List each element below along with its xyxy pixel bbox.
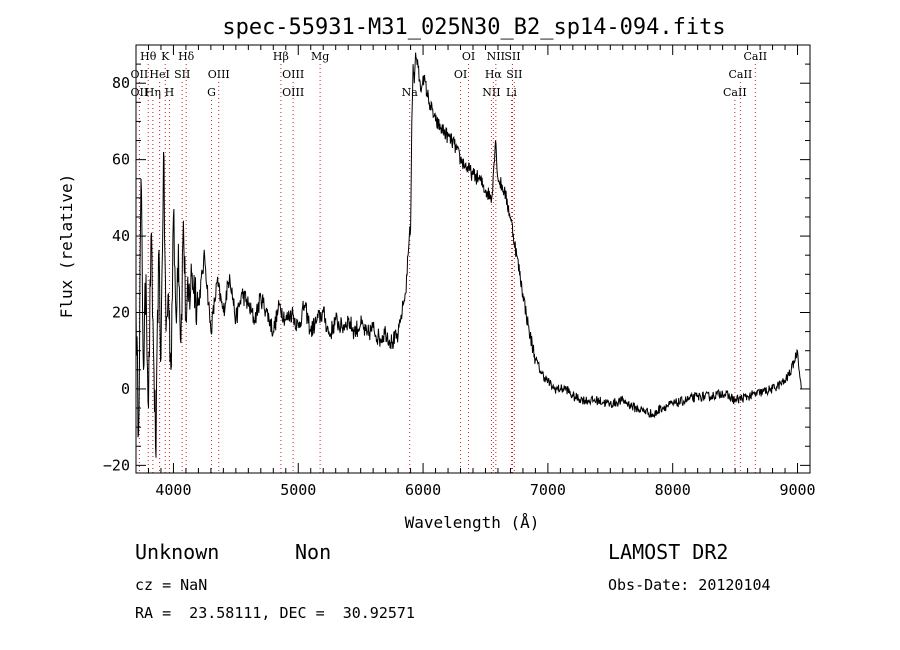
spectral-line-label-18: NII (487, 50, 505, 63)
spectral-line-label-16: OI (462, 50, 475, 63)
spectral-line-label-25: CaII (729, 68, 753, 81)
spectral-line-label-1: OII (131, 68, 149, 81)
object-subclass: Non (295, 540, 332, 564)
spectral-line-label-26: CaII (723, 86, 747, 99)
y-tick-label-4: 60 (112, 151, 130, 169)
spectral-line-label-9: OIII (208, 68, 230, 81)
spectral-line-label-3: Hη (145, 86, 161, 99)
spectral-line-label-11: Hβ (273, 50, 289, 63)
y-tick-label-2: 20 (112, 304, 130, 322)
y-tick-label-5: 80 (112, 74, 130, 92)
axis-ticks (135, 44, 811, 473)
spectral-line-label-20: Hα (485, 68, 503, 81)
spectral-line-label-17: OI (454, 68, 467, 81)
y-tick-label-3: 40 (112, 227, 130, 245)
spectral-line-label-15: Na (402, 86, 419, 99)
plot-frame (135, 44, 811, 474)
spectral-line-label-23: Li (506, 86, 517, 99)
spectral-line-label-2: OII (131, 86, 149, 99)
spectral-line-label-10: G (207, 86, 216, 99)
spectral-line-label-7: Hδ (178, 50, 195, 63)
x-tick-label-4: 8000 (655, 481, 691, 499)
spectral-line-label-22: NII (482, 86, 500, 99)
spectrum-series-line (135, 52, 802, 458)
x-tick-label-5: 9000 (779, 481, 815, 499)
spectral-line-markers (138, 64, 756, 473)
observation-date: Obs-Date: 20120104 (608, 576, 771, 594)
spectral-line-label-19: SII (504, 50, 520, 63)
axis-tick-labels: 4000 5000 6000 7000 8000 9000 −20 0 20 40 60 80 (103, 74, 816, 499)
x-tick-label-0: 4000 (155, 481, 191, 499)
x-tick-label-1: 5000 (280, 481, 316, 499)
survey-name: LAMOST DR2 (608, 540, 729, 564)
x-tick-label-2: 6000 (405, 481, 441, 499)
chart-title: spec-55931-M31_025N30_B2_sp14-094.fits (222, 15, 725, 40)
spectral-line-label-0: Hθ (140, 50, 157, 63)
x-axis-label: Wavelength (Å) (405, 513, 540, 532)
y-tick-label-1: 0 (121, 380, 130, 398)
spectral-line-label-14: Mg (311, 50, 329, 63)
spectral-line-label-8: SII (174, 68, 190, 81)
spectral-line-label-13: OIII (282, 86, 304, 99)
spectral-line-label-5: HeI (149, 68, 169, 81)
y-axis-label: Flux (relative) (57, 174, 76, 319)
spectral-line-label-4: K (161, 50, 170, 63)
spectral-line-label-12: OIII (282, 68, 304, 81)
object-class: Unknown (135, 540, 220, 564)
x-tick-label-3: 7000 (530, 481, 566, 499)
redshift-cz: cz = NaN (135, 576, 208, 594)
y-tick-label-0: −20 (103, 456, 130, 474)
spectral-line-label-24: CaII (743, 50, 767, 63)
spectral-line-label-21: SII (506, 68, 522, 81)
sky-coordinates: RA = 23.58111, DEC = 30.92571 (135, 604, 415, 622)
spectral-line-label-6: H (165, 86, 175, 99)
